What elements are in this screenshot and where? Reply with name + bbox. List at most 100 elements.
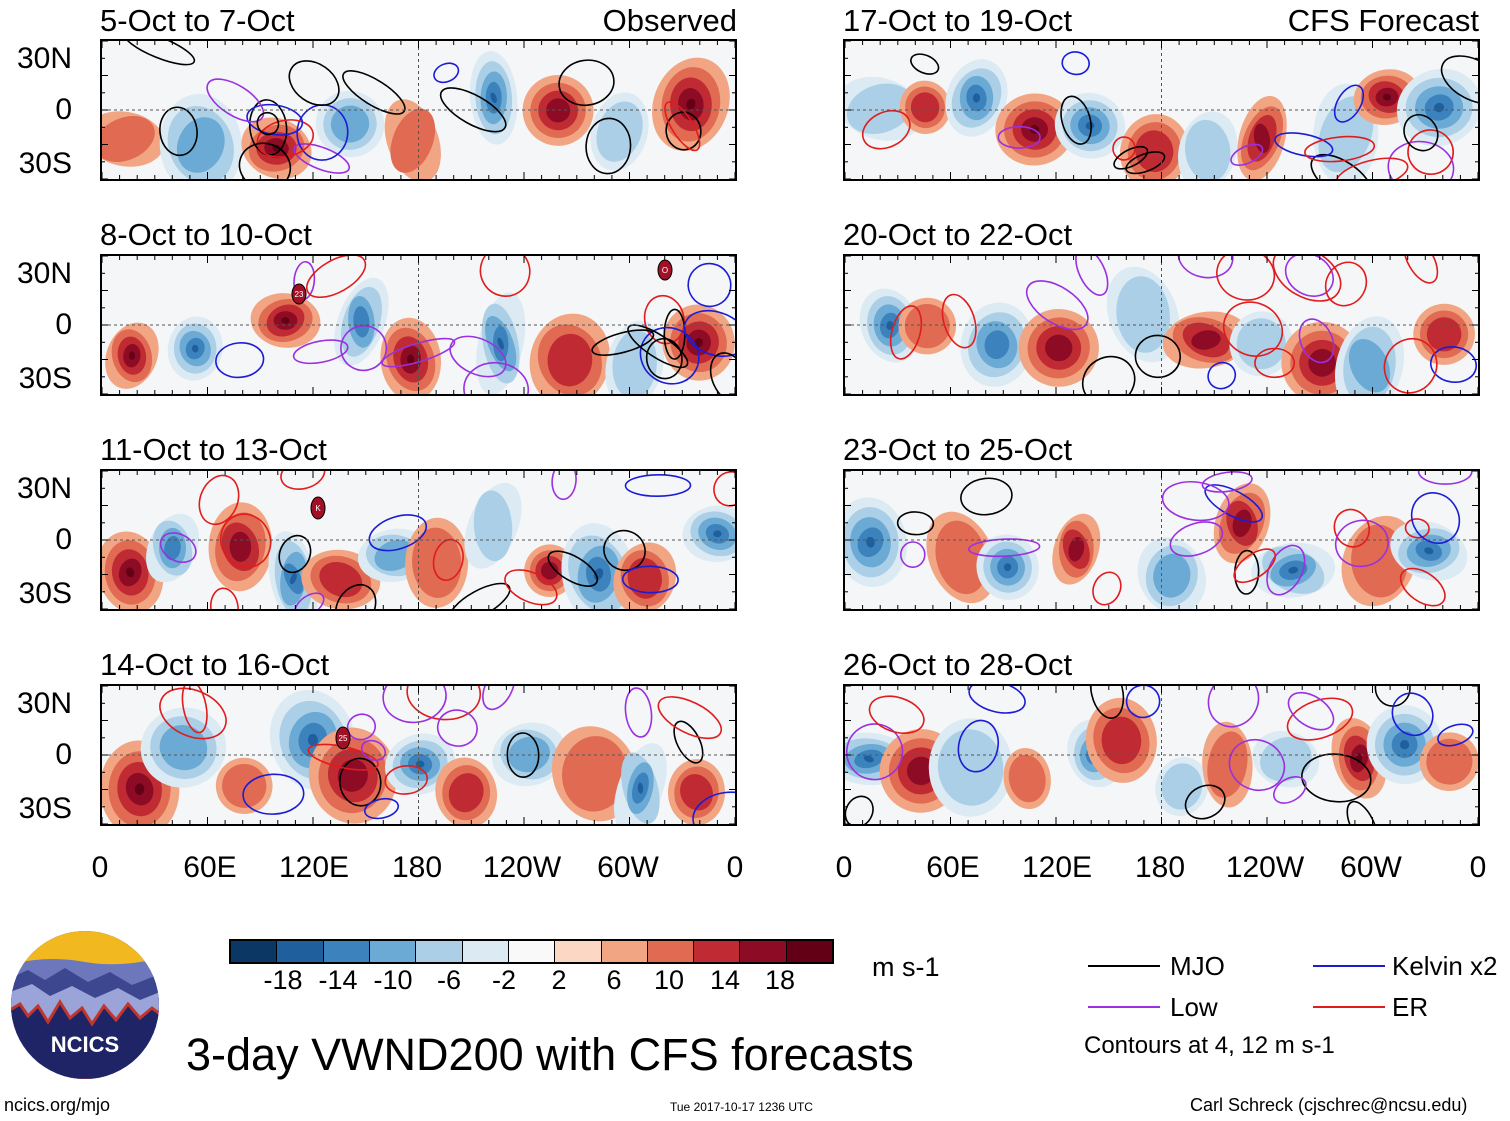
wind-anomaly-blob [159, 724, 208, 771]
contour-line [159, 687, 227, 740]
panel-title-fcst-4: 26-Oct to 28-Oct [843, 647, 1073, 682]
legend-line-low [1088, 1006, 1160, 1008]
contour-line [1383, 337, 1438, 394]
lat-label-30n: 30N [16, 472, 72, 505]
colorbar-swatch [415, 941, 462, 962]
contour-line [219, 513, 272, 569]
contour-line [1207, 686, 1260, 728]
contour-line [306, 256, 367, 299]
wind-anomaly-blob [1253, 123, 1271, 153]
lat-label-30s: 30S [18, 792, 72, 825]
contour-line [1333, 84, 1365, 123]
wave-contours [845, 686, 1474, 824]
contour-line [1287, 691, 1335, 731]
logo-text: NCICS [51, 1032, 119, 1057]
lat-label-30s: 30S [18, 362, 72, 395]
website-link[interactable]: ncics.org/mjo [4, 1095, 111, 1115]
wind-anomaly-blob [1288, 566, 1299, 574]
colorbar-tick-label: -2 [491, 965, 516, 995]
contour-line [643, 294, 686, 345]
contour-line [645, 337, 683, 380]
contour-line [1230, 143, 1264, 166]
contour-line [1407, 129, 1454, 176]
contour-line [547, 550, 599, 587]
lon-label: 0 [1469, 851, 1487, 884]
wind-anomaly-blob [1185, 119, 1231, 179]
contour-line [997, 125, 1041, 149]
contour-line [1184, 784, 1226, 820]
contour-line [381, 337, 456, 368]
contour-line [896, 511, 935, 536]
contour-line [1403, 256, 1439, 284]
contour-line [292, 339, 349, 365]
contour-line [436, 709, 478, 747]
contour-line [1274, 132, 1334, 158]
colorbar-swatch [368, 941, 416, 962]
contour-line [1399, 567, 1446, 607]
contour-line [1092, 571, 1122, 606]
wind-anomaly-blob [102, 115, 155, 163]
legend-label-kelvin: Kelvin x2 [1392, 951, 1498, 981]
contour-line [960, 477, 1013, 516]
contour-line [665, 111, 702, 151]
colorbar-tick-label: 14 [709, 965, 741, 995]
lon-label: 180 [1134, 851, 1186, 884]
contour-line [1113, 145, 1149, 170]
contour-line [1417, 471, 1473, 485]
contour-line [1304, 135, 1376, 163]
contour-line [683, 309, 735, 358]
colorbar-swatch [231, 941, 277, 962]
contour-line [280, 471, 326, 490]
map-panel-obs-3 [100, 469, 737, 611]
contour-line [657, 696, 723, 740]
contour-line [1440, 55, 1478, 105]
lon-label: 60W [597, 851, 659, 884]
contour-line [1429, 345, 1478, 384]
lon-label: 60E [183, 851, 237, 884]
vwnd-map [845, 41, 1478, 179]
contour-line [861, 109, 911, 150]
contour-line [1025, 280, 1089, 331]
wind-anomaly-field [102, 51, 730, 179]
cfs-forecast-label: CFS Forecast [1287, 3, 1479, 38]
wind-anomaly-blob [281, 317, 290, 324]
wind-anomaly-blob [289, 573, 297, 585]
storm-marker: 25 [335, 726, 351, 750]
storm-marker-label: O [662, 266, 668, 275]
wind-anomaly-field [105, 277, 735, 394]
contour-line [968, 538, 1041, 558]
contour-line [1228, 738, 1286, 792]
colorbar-tick-label: 6 [606, 965, 622, 995]
wind-anomaly-blob [1399, 740, 1410, 750]
contour-line [968, 686, 1026, 714]
vwnd-map [845, 686, 1478, 824]
contour-line [463, 361, 530, 394]
contour-line [868, 695, 925, 734]
wind-anomaly-blob [1191, 330, 1221, 350]
colorbar [229, 939, 834, 964]
wind-anomaly-field [102, 689, 726, 824]
wind-anomaly-blob [1348, 339, 1391, 393]
wind-anomaly-blob [1236, 318, 1286, 370]
wind-anomaly-blob [1101, 716, 1142, 765]
lat-label-30s: 30S [18, 147, 72, 180]
contour-line [551, 471, 577, 501]
contour-line [334, 583, 377, 609]
contour-line [278, 534, 312, 574]
contour-line [1125, 686, 1161, 719]
map-panel-fcst-2 [843, 254, 1480, 396]
contour-line [621, 565, 679, 594]
contour-line [1334, 519, 1389, 568]
contour-line [432, 538, 464, 582]
wind-anomaly-blob [448, 773, 484, 813]
colorbar-swatch [507, 941, 555, 962]
contour-line [591, 329, 655, 356]
wind-anomaly-blob [1003, 563, 1012, 572]
timestamp: Tue 2017-10-17 1236 UTC [670, 1100, 813, 1114]
contour-line [1177, 256, 1234, 279]
wind-anomaly-blob [307, 733, 319, 747]
contour-line [624, 687, 653, 738]
contour-line [603, 529, 646, 572]
wind-anomaly-blob [1260, 736, 1312, 782]
wind-anomaly-blob [686, 98, 696, 111]
